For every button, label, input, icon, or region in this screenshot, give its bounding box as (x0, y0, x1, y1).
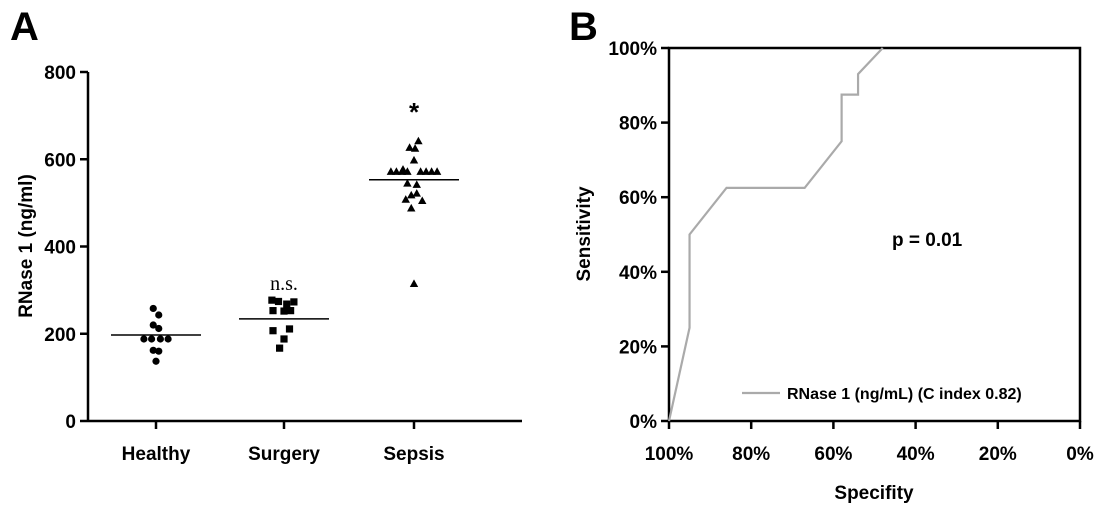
panel-b-x-axis-title: Specifity (834, 483, 914, 504)
significance-star: * (409, 97, 420, 127)
y-tick-label: 60% (619, 188, 657, 209)
x-tick-label: 100% (645, 444, 694, 465)
panel-a-x-ticks: Healthy Surgery Sepsis (122, 421, 445, 465)
panel-a-points (140, 136, 442, 365)
data-point-healthy (155, 311, 163, 319)
panel-a-letter: A (10, 5, 39, 49)
data-point-surgery (276, 344, 284, 352)
x-tick-label: Healthy (122, 444, 191, 465)
y-tick-label: 80% (619, 114, 657, 135)
x-tick-label: 0% (1066, 444, 1094, 465)
panel-b-y-axis-title: Sensitivity (574, 186, 595, 281)
legend-label: RNase 1 (ng/mL) (C index 0.82) (787, 386, 1022, 403)
y-tick-label: 0% (630, 412, 658, 433)
data-point-surgery (274, 297, 283, 306)
roc-curve (667, 47, 884, 422)
data-point-surgery (280, 307, 288, 315)
panel-b-y-ticks: 0% 20% 40% 60% 80% 100% (608, 39, 669, 433)
x-tick-label: Surgery (248, 444, 320, 465)
data-point-surgery (269, 307, 277, 315)
panel-a-medians (111, 179, 459, 336)
x-tick-label: 40% (897, 444, 935, 465)
y-tick-label: 800 (44, 63, 76, 84)
data-point-sepsis (386, 167, 396, 175)
data-point-sepsis (407, 190, 416, 199)
x-tick-label: 20% (979, 444, 1017, 465)
data-point-sepsis (409, 279, 419, 287)
y-tick-label: 400 (44, 238, 76, 259)
data-point-surgery (287, 307, 295, 315)
data-point-healthy (149, 346, 157, 354)
y-tick-label: 600 (44, 150, 76, 171)
panel-a-y-axis-title: RNase 1 (ng/ml) (16, 174, 37, 318)
panel-b: B 0%20%40%60%80%100% 100% 80% 60% 40% 20% 0% … (569, 5, 1094, 504)
x-tick-label: Sepsis (383, 444, 444, 465)
data-point-sepsis (432, 167, 442, 175)
data-point-sepsis (407, 203, 416, 212)
x-tick-label: 60% (814, 444, 852, 465)
data-point-surgery (290, 298, 298, 306)
legend: RNase 1 (ng/mL) (C index 0.82) (742, 386, 1022, 403)
data-point-sepsis (412, 189, 421, 197)
data-point-sepsis (412, 180, 421, 188)
data-point-surgery (269, 327, 277, 335)
y-tick-label: 40% (619, 263, 657, 284)
data-point-sepsis (427, 167, 436, 175)
panel-b-letter: B (569, 5, 598, 49)
data-point-surgery (285, 325, 294, 333)
panel-a: A 0 200 400 600 800 RNase 1 (ng/ml) Healthy S… (10, 5, 522, 465)
p-value-annotation: p = 0.01 (892, 230, 963, 251)
data-point-sepsis (403, 167, 412, 175)
data-point-surgery (268, 296, 276, 304)
data-point-healthy (140, 335, 148, 343)
y-tick-label: 0 (65, 412, 76, 433)
panel-a-annotations: n.s. * (270, 97, 420, 295)
panel-a-y-ticks: 0 200 400 600 800 (44, 63, 88, 433)
data-point-healthy (149, 304, 157, 313)
data-point-surgery (280, 335, 288, 343)
data-point-healthy (148, 335, 156, 343)
data-point-sepsis (418, 196, 427, 205)
data-point-sepsis (421, 167, 431, 175)
data-point-sepsis (416, 167, 425, 175)
y-tick-label: 20% (619, 337, 657, 358)
not-significant-label: n.s. (270, 273, 298, 295)
data-point-healthy (155, 347, 163, 355)
data-point-healthy (149, 321, 157, 329)
data-point-healthy (155, 324, 163, 333)
data-point-sepsis (392, 167, 401, 175)
data-point-sepsis (401, 195, 410, 203)
data-point-surgery (283, 300, 291, 308)
x-tick-label: 80% (732, 444, 770, 465)
y-tick-label: 100% (608, 39, 657, 60)
data-point-healthy (156, 335, 164, 343)
panel-b-x-ticks: 100% 80% 60% 40% 20% 0% (645, 421, 1094, 465)
data-point-sepsis (410, 144, 420, 152)
data-point-sepsis (397, 167, 407, 175)
data-point-healthy (152, 357, 160, 365)
data-point-sepsis (405, 143, 414, 151)
data-point-sepsis (414, 136, 423, 145)
data-point-sepsis (403, 179, 412, 187)
y-tick-label: 200 (44, 325, 76, 346)
panel-b-plot-frame (667, 46, 1082, 423)
data-point-sepsis (409, 155, 419, 164)
data-point-healthy (164, 335, 172, 343)
